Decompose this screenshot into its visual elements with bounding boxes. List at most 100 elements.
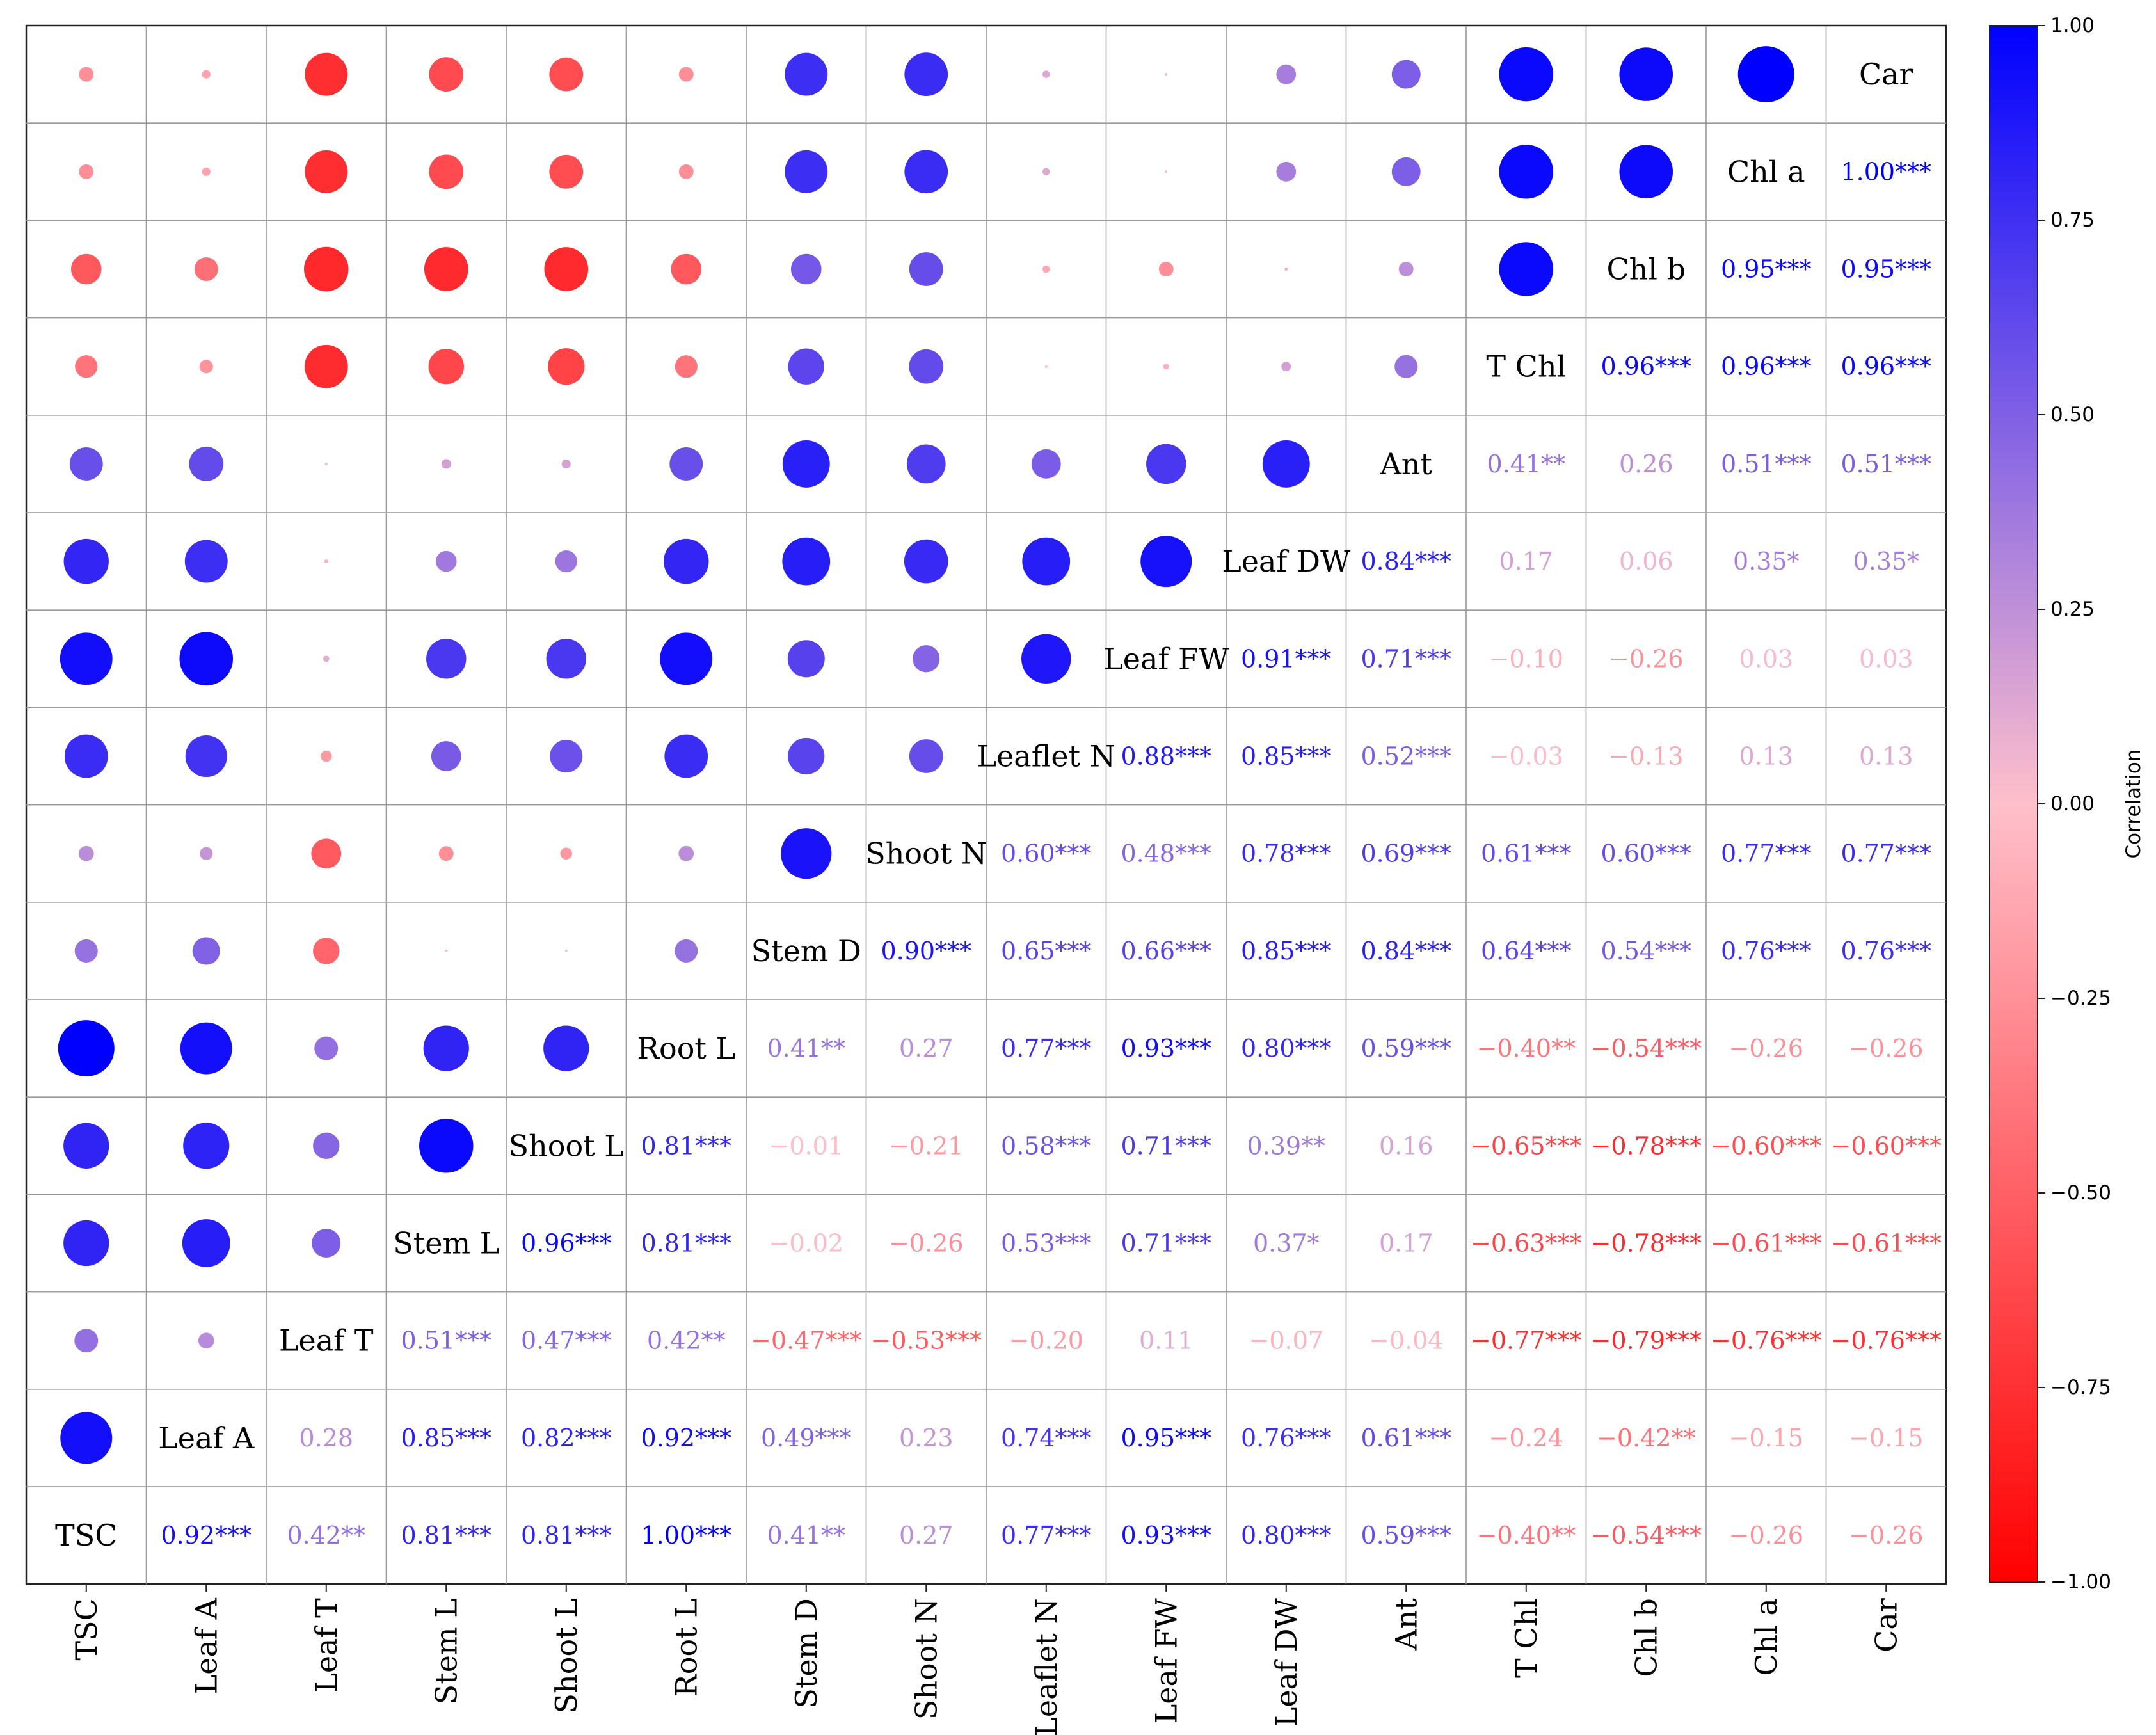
correlation-circle — [1044, 365, 1048, 368]
matrix-marks: Car Chl a 1.00*** Chl b 0.95*** 0.95*** T Chl 0… — [55, 46, 1942, 1553]
correlation-circle — [546, 639, 586, 679]
correlation-value-label: 0.81*** — [401, 1521, 491, 1549]
correlation-value-label: −0.77*** — [1471, 1327, 1581, 1355]
correlation-circle — [1146, 444, 1186, 484]
correlation-value-label: −0.13 — [1609, 742, 1683, 771]
correlation-circle — [785, 150, 828, 193]
correlation-value-label: 0.96*** — [1601, 353, 1691, 381]
colorbar-tick-label: −0.75 — [2050, 1376, 2111, 1399]
correlation-circle — [1042, 70, 1050, 78]
correlation-circle — [70, 253, 102, 285]
correlation-circle — [909, 739, 943, 773]
x-tick-label: Ant — [1389, 1598, 1423, 1651]
correlation-circle — [63, 538, 109, 584]
diagonal-label-shoot-l: Shoot L — [509, 1128, 624, 1163]
correlation-value-label: 0.61*** — [1481, 840, 1572, 868]
correlation-value-label: −0.65*** — [1471, 1131, 1581, 1160]
correlation-circle — [305, 150, 348, 193]
correlation-circle — [312, 1229, 341, 1258]
correlation-circle — [1021, 634, 1071, 684]
x-tick-label: TSC — [69, 1598, 104, 1660]
correlation-value-label: 0.37* — [1253, 1229, 1320, 1258]
correlation-circle — [788, 348, 824, 385]
correlation-circle — [202, 70, 211, 79]
correlation-circle — [1163, 364, 1169, 370]
correlation-value-label: −0.54*** — [1591, 1521, 1702, 1549]
correlation-circle — [1262, 440, 1310, 488]
correlation-value-label: 0.65*** — [1001, 937, 1092, 965]
correlation-value-label: 0.71*** — [1121, 1131, 1211, 1160]
correlation-circle — [675, 939, 698, 963]
correlation-circle — [435, 550, 457, 572]
correlation-value-label: 0.17 — [1499, 547, 1553, 575]
correlation-circle — [909, 349, 944, 384]
correlation-circle — [429, 154, 464, 189]
correlation-circle — [904, 150, 948, 194]
correlation-value-label: 0.71*** — [1121, 1229, 1211, 1258]
correlation-value-label: 0.95*** — [1121, 1424, 1211, 1452]
correlation-value-label: 0.51*** — [401, 1327, 491, 1355]
correlation-value-label: 0.93*** — [1121, 1521, 1211, 1549]
correlation-circle — [202, 167, 211, 176]
x-tick-label: Chl a — [1749, 1598, 1784, 1676]
correlation-value-label: −0.76*** — [1711, 1327, 1821, 1355]
correlation-value-label: 0.16 — [1379, 1131, 1433, 1160]
correlation-circle — [550, 739, 583, 773]
correlation-circle — [909, 252, 943, 286]
correlation-value-label: 0.35* — [1733, 547, 1800, 575]
correlation-circle — [1042, 265, 1050, 273]
correlation-value-label: 0.93*** — [1121, 1034, 1211, 1062]
correlation-value-label: 0.77*** — [1841, 840, 1931, 868]
correlation-value-label: 0.61*** — [1361, 1424, 1451, 1452]
correlation-circle — [323, 655, 330, 662]
correlation-circle — [549, 57, 584, 92]
correlation-circle — [429, 57, 464, 92]
grid-lines — [26, 26, 1946, 1585]
correlation-value-label: −0.10 — [1489, 644, 1563, 673]
colorbar-tick-label: 0.50 — [2050, 403, 2095, 426]
correlation-circle — [305, 52, 348, 96]
correlation-circle — [788, 737, 825, 775]
colorbar-label: Correlation — [2122, 749, 2145, 859]
correlation-circle — [1499, 47, 1553, 102]
x-tick-label: Leaf T — [309, 1598, 344, 1693]
correlation-value-label: −0.26 — [1729, 1034, 1803, 1062]
colorbar-tick-label: −0.50 — [2050, 1181, 2111, 1204]
correlation-circle — [182, 1219, 230, 1267]
correlation-circle — [1031, 449, 1061, 479]
correlation-value-label: 0.27 — [899, 1034, 954, 1062]
correlation-value-label: −0.02 — [769, 1229, 843, 1258]
correlation-circle — [555, 550, 577, 573]
correlation-circle — [424, 247, 468, 291]
x-tick-label: Stem L — [429, 1598, 463, 1704]
correlation-value-label: 0.35* — [1853, 547, 1919, 575]
correlation-value-label: 0.52*** — [1361, 742, 1451, 771]
correlation-value-label: 0.60*** — [1601, 840, 1691, 868]
x-tick-label: T Chl — [1509, 1598, 1544, 1678]
correlation-circle — [1619, 47, 1673, 101]
x-tick-label: Leaf FW — [1149, 1597, 1183, 1723]
correlation-circle — [194, 257, 218, 281]
correlation-value-label: 0.85*** — [1241, 937, 1332, 965]
correlation-circle — [1276, 64, 1297, 84]
correlation-circle — [63, 1220, 109, 1267]
correlation-circle — [320, 750, 332, 762]
correlation-circle — [1276, 161, 1297, 182]
correlation-value-label: 0.60*** — [1001, 840, 1092, 868]
correlation-value-label: −0.20 — [1009, 1327, 1083, 1355]
correlation-value-label: 1.00*** — [641, 1521, 731, 1549]
correlation-value-label: 0.51*** — [1841, 450, 1931, 478]
diagonal-label-leaf-t: Leaf T — [279, 1323, 374, 1358]
correlation-circle — [913, 645, 940, 673]
correlation-value-label: −0.40** — [1477, 1034, 1576, 1062]
correlation-circle — [445, 949, 448, 952]
x-tick-label: Car — [1869, 1598, 1903, 1652]
diagonal-label-root-l: Root L — [637, 1031, 735, 1066]
correlation-circle — [560, 847, 572, 860]
correlation-circle — [1619, 145, 1673, 199]
correlation-circle — [790, 253, 822, 285]
correlation-value-label: −0.15 — [1729, 1424, 1803, 1452]
correlation-circle — [1499, 242, 1553, 296]
correlation-value-label: 0.96*** — [521, 1229, 612, 1258]
correlation-circle — [313, 1132, 340, 1159]
